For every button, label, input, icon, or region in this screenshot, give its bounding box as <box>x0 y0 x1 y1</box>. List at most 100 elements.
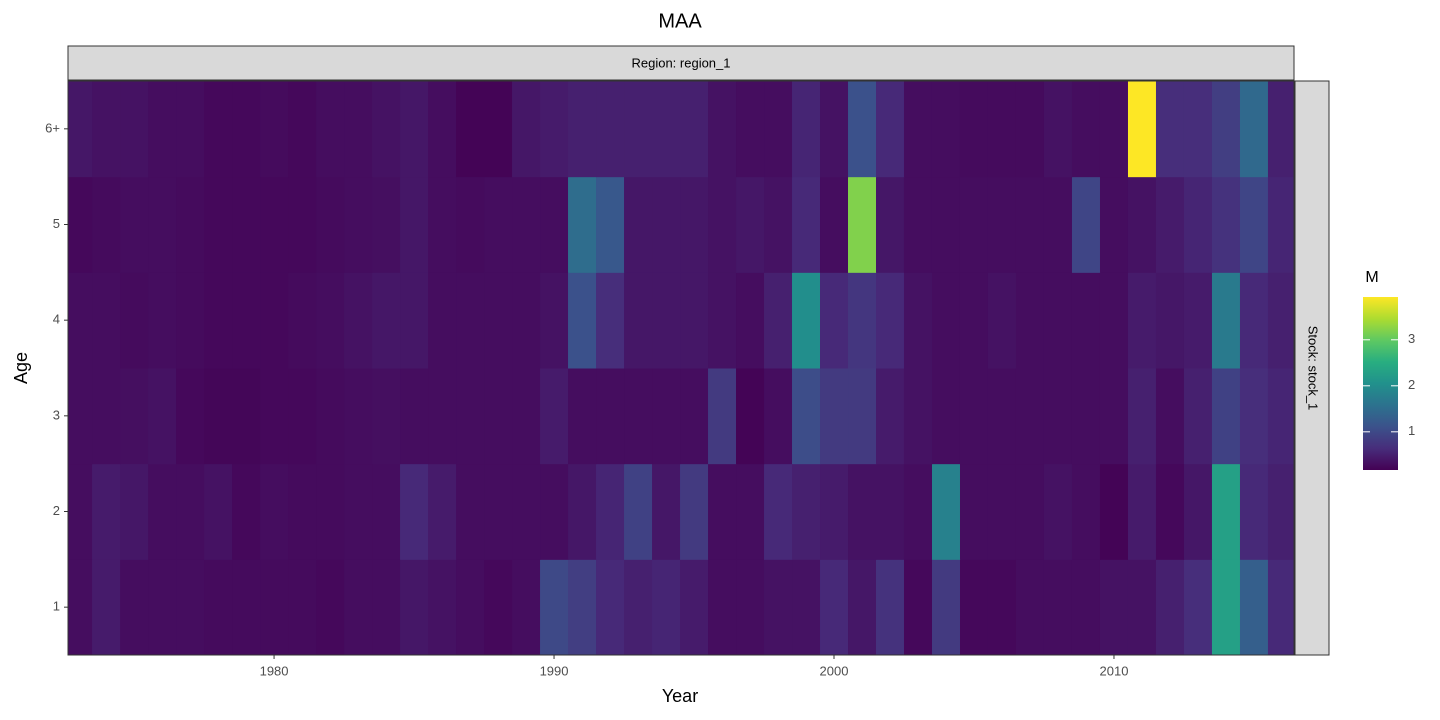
tile <box>708 463 737 560</box>
tile <box>680 272 709 369</box>
tile <box>1211 559 1241 655</box>
tile <box>736 272 765 369</box>
tile <box>428 368 457 465</box>
tile <box>1015 272 1045 369</box>
tile <box>792 272 821 369</box>
y-tick-label: 1 <box>53 599 60 614</box>
tile <box>1099 559 1129 655</box>
tile <box>512 368 541 465</box>
tile <box>1155 81 1185 178</box>
tile <box>1211 81 1241 178</box>
tile <box>1099 368 1129 465</box>
tile <box>1267 463 1294 560</box>
tile <box>959 559 989 655</box>
tile <box>652 176 681 273</box>
heatmap <box>68 81 1294 655</box>
tile <box>1127 368 1157 465</box>
tile <box>456 368 485 465</box>
tile <box>876 176 905 273</box>
tile <box>120 463 149 560</box>
tile <box>568 176 597 273</box>
tile <box>876 463 905 560</box>
tile <box>1099 81 1129 178</box>
tile <box>848 463 877 560</box>
tile <box>959 463 989 560</box>
tile <box>344 81 373 178</box>
tile <box>792 463 821 560</box>
tile <box>316 463 345 560</box>
tile <box>848 81 877 178</box>
tile <box>708 81 737 178</box>
tile <box>400 81 429 178</box>
tile <box>372 368 401 465</box>
tile <box>176 463 205 560</box>
tile <box>764 176 793 273</box>
tile <box>148 81 177 178</box>
tile <box>204 272 233 369</box>
tile <box>148 176 177 273</box>
tile <box>959 176 989 273</box>
tile <box>680 81 709 178</box>
tile <box>288 559 317 655</box>
tile <box>568 368 597 465</box>
tile <box>903 463 933 560</box>
tile <box>1071 368 1101 465</box>
tile <box>316 176 345 273</box>
tile <box>400 176 429 273</box>
tile <box>1211 176 1241 273</box>
tile <box>204 176 233 273</box>
tile <box>400 368 429 465</box>
tile <box>148 559 177 655</box>
tile <box>260 463 289 560</box>
tile <box>652 559 681 655</box>
tile <box>92 368 121 465</box>
tile <box>540 81 569 178</box>
tile <box>931 463 961 560</box>
tile <box>68 176 93 273</box>
tile <box>232 463 261 560</box>
tile <box>1267 176 1294 273</box>
tile <box>148 463 177 560</box>
tile <box>288 368 317 465</box>
legend-title: M <box>1365 269 1378 286</box>
tile <box>1155 272 1185 369</box>
tile <box>92 559 121 655</box>
colorbar-tick-label: 2 <box>1408 377 1415 392</box>
y-tick-label: 5 <box>53 216 60 231</box>
tile <box>1043 176 1073 273</box>
tile <box>1015 176 1045 273</box>
tile <box>931 559 961 655</box>
tile <box>624 81 653 178</box>
tile <box>288 81 317 178</box>
y-tick-label: 3 <box>53 407 60 422</box>
tile <box>428 272 457 369</box>
y-tick-label: 6+ <box>45 120 60 135</box>
tile <box>484 176 513 273</box>
tile <box>1183 559 1213 655</box>
tile <box>624 463 653 560</box>
tile <box>344 368 373 465</box>
tile <box>1155 559 1185 655</box>
tile <box>68 368 93 465</box>
tile <box>400 463 429 560</box>
tile <box>1239 176 1269 273</box>
tile <box>959 81 989 178</box>
tile <box>876 81 905 178</box>
x-tick-label: 1990 <box>540 663 569 678</box>
facet-label: Region: region_1 <box>631 55 730 70</box>
tile <box>1071 463 1101 560</box>
tile <box>987 463 1017 560</box>
tile <box>176 272 205 369</box>
facet-label: Stock: stock_1 <box>1306 326 1321 411</box>
tile <box>344 559 373 655</box>
tile <box>176 81 205 178</box>
tile <box>484 272 513 369</box>
tile <box>232 368 261 465</box>
tile <box>232 559 261 655</box>
tile <box>68 559 93 655</box>
tile <box>1099 176 1129 273</box>
tile <box>596 81 625 178</box>
chart-title: MAA <box>658 10 702 32</box>
tile <box>484 81 513 178</box>
tile <box>1239 463 1269 560</box>
